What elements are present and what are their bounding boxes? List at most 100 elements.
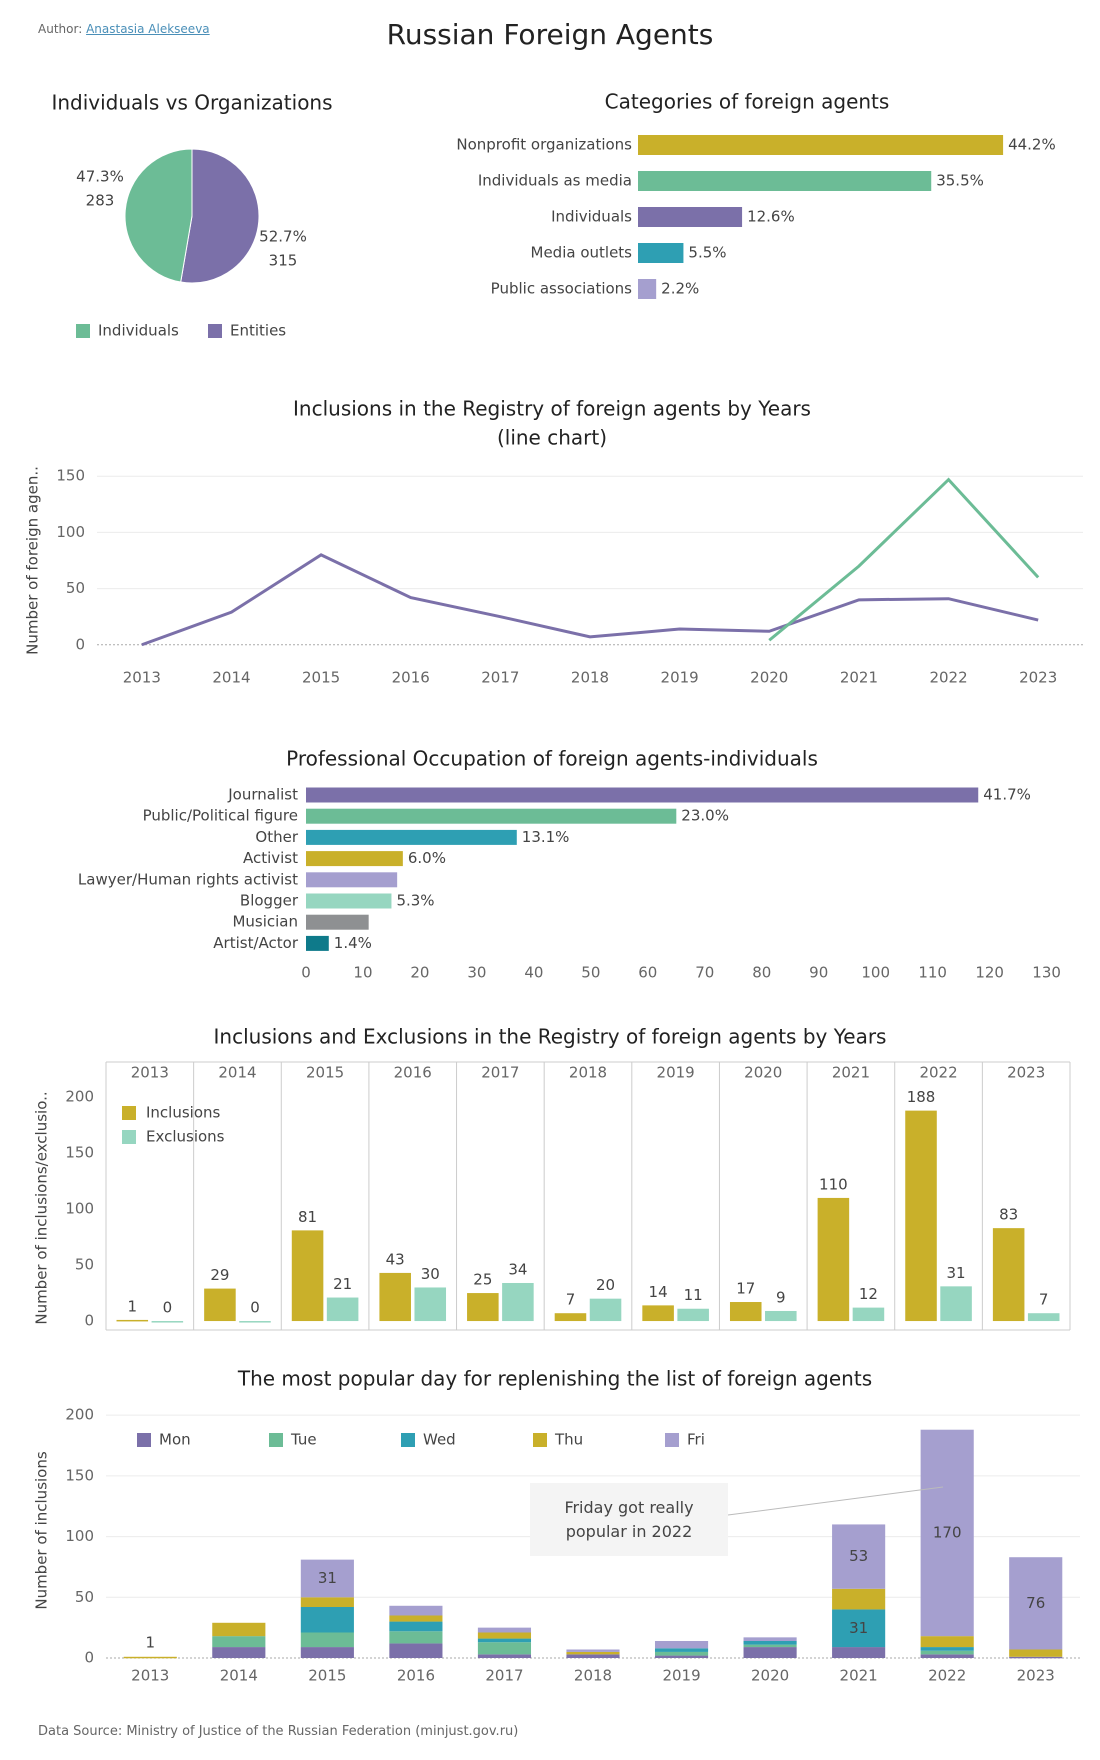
legend-swatch [533, 1433, 547, 1447]
legend-swatch [122, 1130, 136, 1144]
line-series [141, 553, 1039, 647]
pie-slice [180, 148, 260, 284]
bar-segment [743, 1644, 797, 1648]
value-label: 34 [508, 1260, 527, 1278]
y-tick-label: 200 [65, 1088, 94, 1106]
bar [852, 1307, 885, 1322]
facet-header: 2014 [218, 1064, 256, 1082]
y-tick-label: 200 [65, 1406, 94, 1424]
bar [306, 872, 398, 888]
value-label: 188 [907, 1088, 936, 1106]
bar-segment [300, 1607, 354, 1633]
y-tick-label: 100 [56, 523, 85, 541]
value-label: 21 [333, 1275, 352, 1293]
bar-segment [920, 1650, 974, 1655]
bar [306, 935, 329, 951]
bar [642, 1305, 674, 1322]
category-label: Individuals as media [478, 172, 632, 190]
facet-header: 2019 [657, 1064, 695, 1082]
bar [677, 1308, 709, 1322]
x-tick-label: 2016 [397, 1667, 435, 1685]
x-tick-label: 30 [467, 964, 486, 982]
x-tick-label: 2015 [308, 1667, 346, 1685]
bar [306, 829, 517, 845]
bar [151, 1321, 184, 1323]
y-tick-label: 150 [65, 1466, 94, 1484]
y-axis-label: Number of foreign agen.. [24, 466, 42, 655]
chart-subtitle: (line chart) [497, 426, 607, 450]
x-tick-label: 2018 [571, 669, 609, 687]
bar [765, 1310, 797, 1322]
chart-title: Individuals vs Organizations [51, 91, 332, 115]
bar [204, 1288, 236, 1322]
bar-segment [300, 1632, 354, 1648]
value-label: 12.6% [747, 208, 795, 226]
x-tick-label: 2021 [840, 1667, 878, 1685]
value-label: 6.0% [408, 849, 446, 867]
bar [306, 808, 677, 824]
bar-segment [566, 1654, 620, 1658]
x-tick-label: 2015 [302, 669, 340, 687]
bar [940, 1286, 972, 1322]
legend-swatch [401, 1433, 415, 1447]
y-axis-label: Number of inclusions [33, 1451, 51, 1610]
facet-header: 2016 [394, 1064, 432, 1082]
category-label: Public associations [491, 280, 632, 298]
value-label: 17 [736, 1280, 755, 1298]
bar-segment [566, 1649, 620, 1652]
x-tick-label: 110 [918, 964, 947, 982]
y-tick-label: 0 [84, 1312, 94, 1330]
bar-segment [743, 1641, 797, 1645]
x-tick-label: 2023 [1017, 1667, 1055, 1685]
value-label: 41.7% [983, 786, 1031, 804]
legend-label: Mon [159, 1431, 191, 1449]
y-tick-label: 150 [56, 467, 85, 485]
category-label: Nonprofit organizations [456, 136, 632, 154]
category-label: Artist/Actor [213, 934, 299, 952]
chart-title: Professional Occupation of foreign agent… [286, 747, 818, 771]
y-tick-label: 100 [65, 1527, 94, 1545]
page-title: Russian Foreign Agents [387, 18, 714, 51]
x-tick-label: 2023 [1019, 669, 1057, 687]
legend-label: Entities [230, 322, 286, 340]
bar-segment [920, 1636, 974, 1648]
value-label: 35.5% [936, 172, 984, 190]
slice-count: 315 [269, 252, 298, 270]
bar-segment [389, 1621, 443, 1632]
bar-segment [1009, 1649, 1063, 1657]
value-label: 76 [1026, 1594, 1045, 1612]
author-link[interactable]: Anastasia Alekseeva [86, 22, 210, 36]
category-label: Public/Political figure [143, 807, 298, 825]
value-label: 25 [473, 1271, 492, 1289]
legend-label: Exclusions [146, 1128, 225, 1146]
chart-title: Inclusions and Exclusions in the Registr… [214, 1025, 887, 1049]
legend-swatch [208, 324, 222, 338]
bar-segment [477, 1632, 532, 1639]
bar-segment [300, 1597, 354, 1607]
bar [554, 1313, 587, 1322]
annotation-pointer [727, 1486, 944, 1516]
bar-segment [300, 1559, 354, 1598]
value-label: 81 [298, 1208, 317, 1226]
bar-segment [477, 1627, 532, 1633]
x-tick-label: 2013 [131, 1667, 169, 1685]
bar-segment [920, 1647, 974, 1651]
value-label: 11 [684, 1286, 703, 1304]
legend-swatch [137, 1433, 151, 1447]
source: Ministry of Justice of the Russian Feder… [126, 1724, 519, 1739]
x-tick-label: 2022 [929, 669, 967, 687]
bar-segment [389, 1631, 443, 1644]
value-label: 110 [819, 1175, 848, 1193]
category-label: Individuals [551, 208, 632, 226]
bar [992, 1228, 1025, 1322]
bar [1027, 1313, 1060, 1322]
value-label: 2.2% [661, 280, 699, 298]
bar [326, 1297, 359, 1322]
value-label: 23.0% [681, 807, 729, 825]
value-label: 0 [163, 1299, 173, 1317]
category-label: Other [255, 828, 298, 846]
category-label: Activist [243, 849, 298, 867]
chart-title: Categories of foreign agents [605, 90, 890, 114]
bar [306, 893, 392, 909]
